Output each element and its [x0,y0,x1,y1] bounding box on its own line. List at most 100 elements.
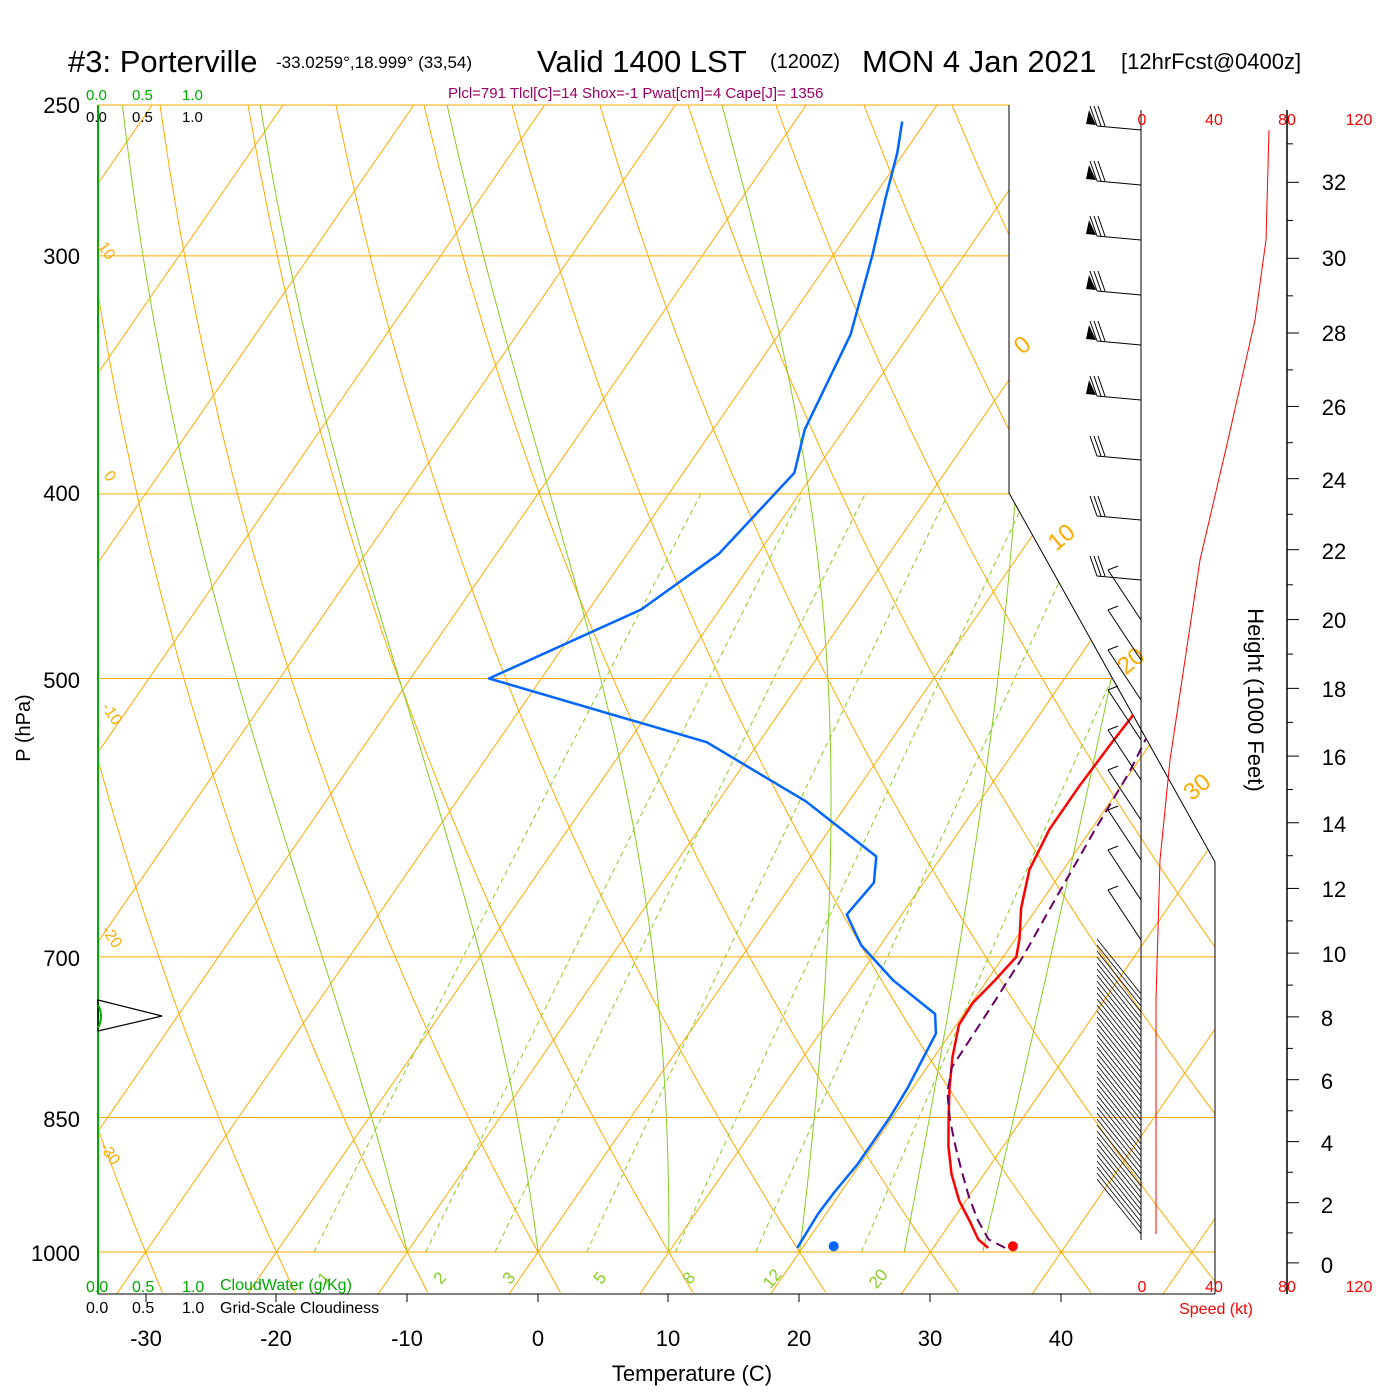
dry-adiabat-line [335,105,827,1293]
speed-tick: 0 [1138,112,1147,129]
speed-tick: 120 [1346,1279,1373,1296]
height-tick-label: 8 [1321,1006,1333,1031]
wind-barb [1107,805,1142,861]
height-tick-label: 32 [1322,170,1346,195]
height-tick-label: 6 [1321,1069,1333,1094]
height-tick-label: 4 [1321,1131,1333,1156]
wind-barb [1096,1070,1142,1127]
wind-barb [1089,555,1142,581]
temperature-tick-label: -30 [130,1326,162,1351]
wind-barb [1096,1130,1142,1187]
wind-barb [1096,998,1142,1055]
wind-barb [1107,565,1142,621]
isotherm-line [98,105,549,1294]
wind-barbs [1086,105,1142,1235]
isotherm-line [98,105,680,1294]
wind-barb [1096,1160,1142,1217]
wind-barb [1096,1082,1142,1139]
isotherm-line [247,105,1072,1294]
moist-adiabat-line [446,105,670,1252]
speed-tick: 40 [1205,1279,1223,1296]
wind-barb [1107,725,1142,781]
dry-adiabat-line [98,105,429,1293]
isotherm-line [639,105,1215,1294]
dry-adiabat-grid [98,105,1400,1293]
cloud-water-tick: 0.5 [132,87,153,104]
isotherm-line [116,105,941,1294]
wind-barb [1086,270,1142,296]
height-tick-label: 18 [1322,677,1346,702]
wind-barb [1096,950,1142,1007]
pressure-tick-label: 250 [43,93,80,118]
isotherm-label: 0 [1009,331,1037,360]
wind-barb [1096,1106,1142,1163]
dry-adiabat-line [98,105,296,1293]
wind-barb [1096,1172,1142,1229]
height-tick-label: 22 [1322,539,1346,564]
temperature-line [947,114,1215,1249]
wind-barb [1096,1004,1142,1061]
valid-time: Valid 1400 LST [537,44,747,79]
forecast-label: [12hrFcst@0400z] [1121,49,1301,74]
wind-barb [1089,495,1142,521]
mixing-ratio-label: 8 [679,1268,700,1287]
wind-barb [1096,986,1142,1043]
height-tick-label: 26 [1322,395,1346,420]
dry-adiabat-line [247,105,694,1293]
speed-scale-bottom: 0 40 80 120 Speed (kt) [1138,1279,1373,1318]
isotherm-line [98,105,287,1294]
surface-dewpoint-marker [828,1241,839,1252]
dry-adiabat-line [1304,105,1400,1292]
temperature-axis-ticks [145,1294,1062,1302]
zulu-time: (1200Z) [770,51,840,73]
isobar-grid [98,104,1215,1253]
cloudiness-tick: 1.0 [182,1300,204,1317]
isotherm-label: 20 [1112,642,1150,680]
moist-adiabat-line [721,105,832,1253]
wind-barb [1107,845,1142,901]
isotherm-label: 0 [100,468,119,485]
moist-adiabat-line [259,105,539,1253]
wind-speed-profile [1155,129,1270,1234]
cloudiness-label: Grid-Scale Cloudiness [220,1300,379,1317]
wind-barb [1096,1094,1142,1151]
height-tick-label: 28 [1322,321,1346,346]
speed-tick: 120 [1346,112,1373,129]
pressure-tick-label: 500 [43,668,80,693]
mixing-ratio-label: 12 [759,1265,786,1292]
isotherm-line [901,105,1215,1294]
wind-barb [1096,1076,1142,1133]
speed-scale-top: 0 40 80 120 [1138,112,1373,129]
wind-barb [1096,1148,1142,1205]
valid-date: MON 4 Jan 2021 [862,44,1096,79]
wind-barb [1096,944,1142,1001]
height-tick-label: 14 [1322,812,1346,837]
cloud-water-tick: 1.0 [182,1279,204,1296]
temperature-tick-label: -10 [391,1326,423,1351]
mixing-ratio-labels: 1 2 3 5 8 12 20 [314,1265,892,1292]
wind-barb [1096,1136,1142,1193]
cloud-water-tick: 0.0 [86,87,107,104]
height-tick-label: 0 [1321,1253,1333,1278]
wind-barb [1107,645,1142,701]
wind-barb [1096,1052,1142,1109]
plot-boundary [1008,105,1216,1294]
cloud-water-scale-bottom: 0.0 0.5 1.0 CloudWater (g/Kg) 0.0 0.5 1.… [86,1277,379,1317]
cloud-water-scale-top: 0.0 0.5 1.0 0.0 0.5 1.0 [86,87,203,126]
wind-barb [1089,435,1142,461]
temperature-tick-label: 10 [656,1326,680,1351]
mixing-ratio-line [425,493,803,1253]
mixing-ratio-line [494,493,866,1253]
isotherm-line [1031,105,1215,1294]
height-tick-label: 24 [1322,468,1346,493]
height-axis-title: Height (1000 Feet) [1243,608,1268,791]
wind-barb [1096,1040,1142,1097]
pressure-tick-label: 300 [43,244,80,269]
mixing-ratio-label: 3 [499,1268,520,1287]
dry-adiabat-line [98,105,163,1293]
pressure-tick-label: 400 [43,481,80,506]
height-tick-label: 2 [1321,1193,1333,1218]
cloudiness-tick: 0.5 [132,109,153,126]
cloudiness-tick: 0.5 [132,1300,154,1317]
